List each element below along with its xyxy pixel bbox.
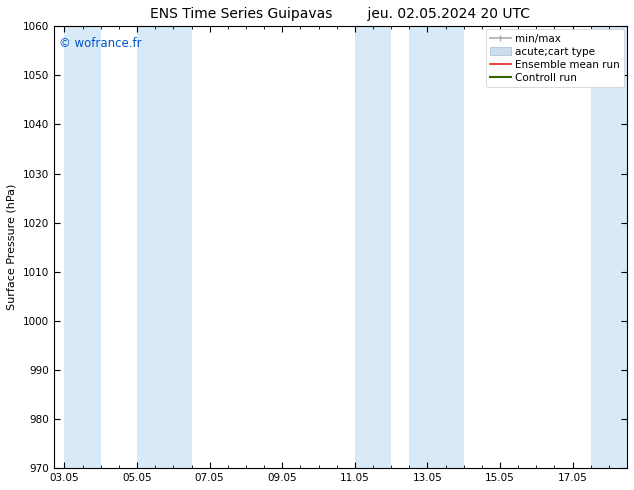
Bar <box>137 26 191 468</box>
Bar <box>355 26 391 468</box>
Text: © wofrance.fr: © wofrance.fr <box>60 37 142 50</box>
Bar <box>410 26 463 468</box>
Bar <box>65 26 101 468</box>
Bar <box>591 26 634 468</box>
Y-axis label: Surface Pressure (hPa): Surface Pressure (hPa) <box>7 184 17 311</box>
Legend: min/max, acute;cart type, Ensemble mean run, Controll run: min/max, acute;cart type, Ensemble mean … <box>486 29 624 87</box>
Title: ENS Time Series Guipavas        jeu. 02.05.2024 20 UTC: ENS Time Series Guipavas jeu. 02.05.2024… <box>150 7 530 21</box>
